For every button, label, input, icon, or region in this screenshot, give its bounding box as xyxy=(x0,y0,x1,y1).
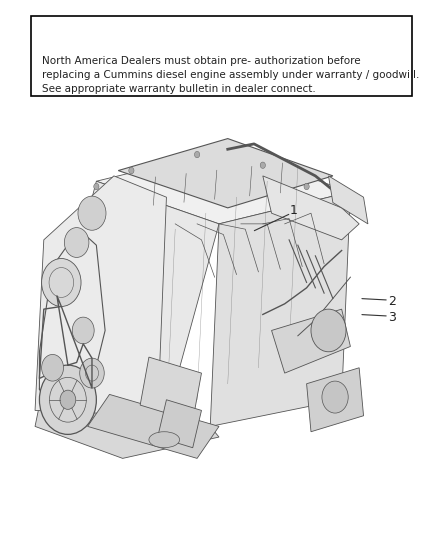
Polygon shape xyxy=(44,181,219,416)
Polygon shape xyxy=(35,384,219,458)
Circle shape xyxy=(194,151,200,158)
Circle shape xyxy=(42,354,64,381)
Polygon shape xyxy=(263,176,359,240)
Polygon shape xyxy=(307,368,364,432)
Circle shape xyxy=(60,390,76,409)
Ellipse shape xyxy=(149,432,180,448)
Polygon shape xyxy=(96,149,350,224)
Text: 1: 1 xyxy=(290,204,297,217)
Polygon shape xyxy=(210,192,350,426)
Circle shape xyxy=(42,259,81,306)
Polygon shape xyxy=(272,309,350,373)
Polygon shape xyxy=(88,394,219,458)
Text: 2: 2 xyxy=(388,295,396,308)
Circle shape xyxy=(94,183,99,190)
Circle shape xyxy=(72,317,94,344)
Polygon shape xyxy=(328,176,368,224)
FancyBboxPatch shape xyxy=(31,16,412,96)
Text: North America Dealers must obtain pre- authorization before
replacing a Cummins : North America Dealers must obtain pre- a… xyxy=(42,56,419,94)
Circle shape xyxy=(64,228,89,257)
Polygon shape xyxy=(140,357,201,421)
Circle shape xyxy=(80,358,104,388)
Text: 3: 3 xyxy=(388,311,396,324)
Circle shape xyxy=(311,309,346,352)
Circle shape xyxy=(129,167,134,174)
Polygon shape xyxy=(118,139,333,208)
Circle shape xyxy=(39,365,96,434)
Circle shape xyxy=(304,183,309,190)
Circle shape xyxy=(78,196,106,230)
Circle shape xyxy=(322,381,348,413)
Circle shape xyxy=(260,162,265,168)
Polygon shape xyxy=(158,400,201,448)
Polygon shape xyxy=(35,176,166,416)
